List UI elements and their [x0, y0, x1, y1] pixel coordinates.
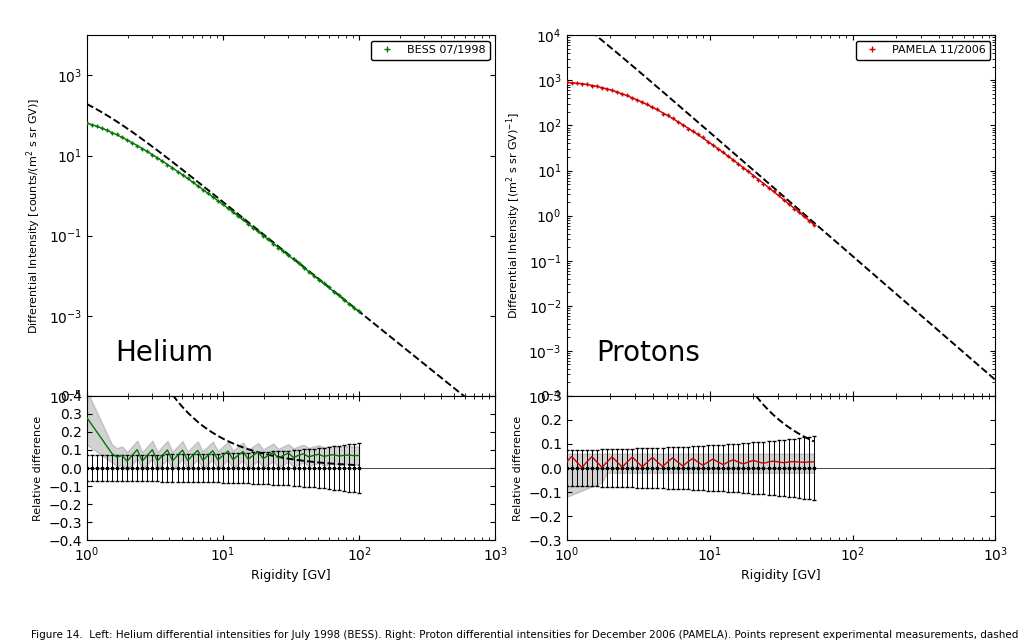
Y-axis label: Differential Intensity [counts/(m$^2$ s sr GV)]: Differential Intensity [counts/(m$^2$ s …: [25, 98, 43, 334]
Y-axis label: Relative difference: Relative difference: [33, 415, 43, 521]
Text: Helium: Helium: [115, 339, 213, 367]
Legend: PAMELA 11/2006: PAMELA 11/2006: [857, 41, 990, 60]
Text: Protons: Protons: [596, 339, 700, 367]
X-axis label: Rigidity [GV]: Rigidity [GV]: [251, 569, 331, 582]
Text: Figure 14.  Left: Helium differential intensities for July 1998 (BESS). Right: P: Figure 14. Left: Helium differential int…: [31, 629, 1021, 640]
Y-axis label: Relative difference: Relative difference: [513, 415, 523, 521]
Legend: BESS 07/1998: BESS 07/1998: [371, 41, 490, 60]
X-axis label: Rigidity [GV]: Rigidity [GV]: [741, 569, 821, 582]
Y-axis label: Differential Intensity [(m$^2$ s sr GV)$^{-1}$]: Differential Intensity [(m$^2$ s sr GV)$…: [504, 112, 523, 319]
